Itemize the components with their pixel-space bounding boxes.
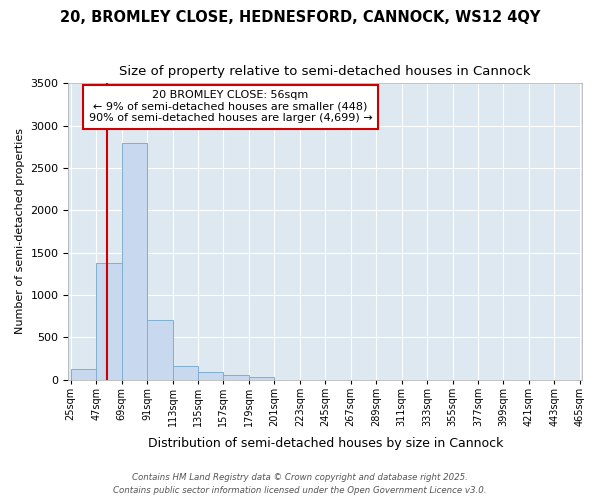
Text: 20 BROMLEY CLOSE: 56sqm
← 9% of semi-detached houses are smaller (448)
90% of se: 20 BROMLEY CLOSE: 56sqm ← 9% of semi-det…	[89, 90, 372, 124]
Bar	[147, 320, 173, 380]
Bar	[96, 263, 122, 380]
Bar	[173, 366, 198, 380]
Bar	[223, 376, 249, 380]
Text: Contains HM Land Registry data © Crown copyright and database right 2025.
Contai: Contains HM Land Registry data © Crown c…	[113, 474, 487, 495]
Bar	[198, 372, 223, 380]
Title: Size of property relative to semi-detached houses in Cannock: Size of property relative to semi-detach…	[119, 65, 531, 78]
X-axis label: Distribution of semi-detached houses by size in Cannock: Distribution of semi-detached houses by …	[148, 437, 503, 450]
Text: 20, BROMLEY CLOSE, HEDNESFORD, CANNOCK, WS12 4QY: 20, BROMLEY CLOSE, HEDNESFORD, CANNOCK, …	[60, 10, 540, 25]
Bar	[122, 142, 147, 380]
Bar	[249, 376, 274, 380]
Y-axis label: Number of semi-detached properties: Number of semi-detached properties	[15, 128, 25, 334]
Bar	[71, 370, 96, 380]
